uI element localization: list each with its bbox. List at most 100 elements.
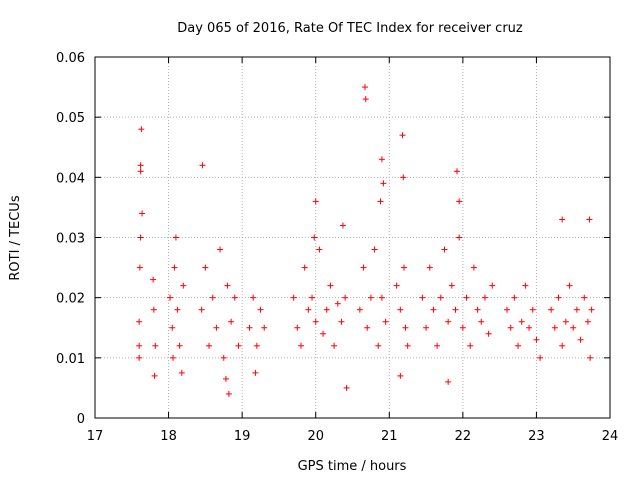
data-point: [378, 294, 385, 301]
data-point: [474, 306, 481, 313]
data-point: [382, 318, 389, 325]
y-tick-label: 0.06: [56, 51, 85, 66]
y-tick-label: 0: [77, 412, 85, 427]
x-axis-label: GPS time / hours: [298, 459, 407, 474]
data-point: [371, 246, 378, 253]
data-point: [489, 282, 496, 289]
data-point: [380, 180, 387, 187]
data-point: [137, 162, 144, 169]
data-point: [445, 378, 452, 385]
data-point: [362, 96, 369, 103]
data-point: [246, 324, 253, 331]
x-tick-label: 19: [234, 429, 251, 444]
data-point: [199, 162, 206, 169]
data-point: [180, 282, 187, 289]
data-point: [588, 306, 595, 313]
plot-frame: [94, 56, 611, 419]
data-point: [587, 354, 594, 361]
data-point: [507, 324, 514, 331]
data-point: [343, 384, 350, 391]
data-point: [452, 306, 459, 313]
data-point: [555, 294, 562, 301]
data-point: [397, 306, 404, 313]
data-point: [485, 330, 492, 337]
data-point: [402, 324, 409, 331]
data-point: [448, 282, 455, 289]
data-point: [213, 324, 220, 331]
data-series: [136, 84, 595, 397]
data-point: [515, 342, 522, 349]
data-point: [290, 294, 297, 301]
data-point: [151, 372, 158, 379]
data-point: [311, 234, 318, 241]
data-point: [566, 282, 573, 289]
grid-lines: [95, 57, 610, 418]
data-point: [261, 324, 268, 331]
data-point: [174, 306, 181, 313]
data-point: [577, 336, 584, 343]
data-point: [138, 126, 145, 133]
data-point: [453, 168, 460, 175]
data-point: [224, 282, 231, 289]
data-point: [225, 390, 232, 397]
data-point: [400, 174, 407, 181]
data-point: [305, 306, 312, 313]
data-point: [312, 318, 319, 325]
data-point: [559, 216, 566, 223]
data-point: [401, 264, 407, 271]
chart-title: Day 065 of 2016, Rate Of TEC Index for r…: [177, 21, 523, 36]
data-point: [150, 306, 157, 313]
data-point: [573, 306, 580, 313]
data-point: [397, 372, 404, 379]
data-point: [504, 306, 510, 313]
data-point: [167, 294, 174, 301]
data-point: [294, 324, 301, 331]
data-point: [570, 324, 577, 331]
data-point: [137, 234, 144, 241]
data-point: [222, 375, 229, 382]
data-point: [228, 318, 235, 325]
data-point: [522, 282, 529, 289]
data-point: [518, 318, 525, 325]
data-point: [202, 264, 209, 271]
data-point: [356, 306, 363, 313]
y-axis: 0 0.01 0.02 0.03 0.04 0.05 0.06: [56, 51, 610, 427]
x-axis: 17 18 19 20 21 22 23 24: [87, 57, 618, 444]
data-point: [209, 294, 216, 301]
data-point: [331, 342, 338, 349]
data-point: [171, 264, 178, 271]
data-point: [375, 342, 382, 349]
data-point: [136, 354, 143, 361]
data-point: [404, 342, 411, 349]
data-point: [584, 318, 591, 325]
data-point: [150, 276, 157, 283]
y-tick-label: 0.02: [56, 292, 85, 307]
data-point: [437, 294, 444, 301]
x-tick-label: 18: [160, 429, 177, 444]
data-point: [548, 306, 555, 313]
data-point: [551, 324, 558, 331]
data-point: [334, 300, 341, 307]
y-axis-label: ROTI / TECUs: [8, 195, 23, 280]
data-point: [139, 210, 146, 217]
data-point: [206, 342, 213, 349]
data-point: [152, 342, 159, 349]
data-point: [360, 264, 367, 271]
data-point: [178, 369, 185, 376]
data-point: [316, 246, 323, 253]
data-point: [339, 222, 346, 229]
data-point: [362, 84, 369, 91]
data-point: [511, 294, 518, 301]
data-point: [172, 234, 179, 241]
data-point: [327, 282, 334, 289]
data-point: [559, 342, 566, 349]
data-point: [320, 330, 327, 337]
data-point: [323, 306, 330, 313]
data-point: [217, 246, 224, 253]
data-point: [364, 324, 371, 331]
data-point: [478, 318, 485, 325]
data-point: [533, 336, 540, 343]
data-point: [235, 342, 242, 349]
data-point: [252, 369, 259, 376]
